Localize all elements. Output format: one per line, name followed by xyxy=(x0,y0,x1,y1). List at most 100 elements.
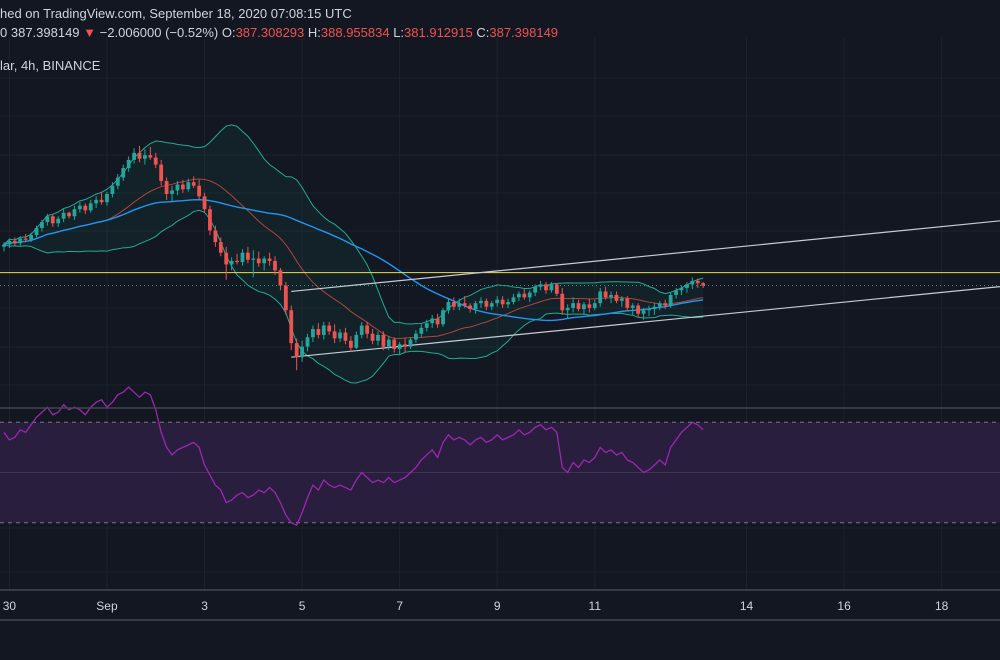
candle-body xyxy=(229,260,234,265)
candle-body xyxy=(343,332,348,341)
candle-body xyxy=(430,318,435,324)
symbol-title: lar, 4h, BINANCE xyxy=(0,58,100,73)
bollinger-basis xyxy=(3,178,704,340)
high-label: H: xyxy=(307,25,321,40)
candle xyxy=(614,291,619,304)
candle xyxy=(549,282,554,293)
x-tick-label: 7 xyxy=(396,599,403,613)
candle xyxy=(2,242,6,252)
candle-body xyxy=(414,333,418,340)
candle-body xyxy=(88,203,93,211)
candle xyxy=(657,300,662,311)
symbol-text: lar, 4h, BINANCE xyxy=(0,58,101,73)
candle-body xyxy=(695,280,700,284)
candle xyxy=(34,225,39,238)
candle xyxy=(316,323,321,339)
candle-body xyxy=(603,291,608,298)
candle-body xyxy=(23,238,28,240)
candle-body xyxy=(50,216,55,224)
candles[interactable] xyxy=(2,145,706,371)
candle-body xyxy=(500,299,505,305)
candle-body xyxy=(663,303,668,306)
rsi-pane xyxy=(0,386,1000,527)
candle xyxy=(153,152,158,169)
candle-body xyxy=(630,305,635,308)
low-label: L: xyxy=(393,25,405,40)
candle-body xyxy=(316,329,321,335)
x-tick-label: 14 xyxy=(740,599,754,613)
published-caption: hed on TradingView.com, September 18, 20… xyxy=(0,6,352,21)
candle xyxy=(544,282,548,294)
candle-body xyxy=(527,292,532,298)
candle xyxy=(83,203,88,214)
candle-body xyxy=(29,235,33,240)
candle xyxy=(202,192,207,213)
candle-body xyxy=(94,199,99,204)
candle xyxy=(484,298,489,311)
candle xyxy=(240,249,245,266)
candle xyxy=(72,205,77,220)
candle-body xyxy=(538,284,543,287)
candle-body xyxy=(619,298,624,301)
candle xyxy=(115,173,120,190)
candle-body xyxy=(679,287,684,291)
candle xyxy=(435,313,440,328)
candle xyxy=(137,145,142,163)
x-tick-label: 3 xyxy=(201,599,208,613)
candle xyxy=(321,321,326,340)
close-value: 387.398149 xyxy=(489,25,559,40)
candle-body xyxy=(72,209,77,217)
last-value: 387.398149 xyxy=(10,25,80,40)
candle xyxy=(175,181,180,196)
candle xyxy=(376,331,380,346)
candle xyxy=(348,336,353,352)
candle-body xyxy=(495,299,500,304)
candle-body xyxy=(45,216,50,223)
open-value: 387.308293 xyxy=(235,25,305,40)
candle xyxy=(408,337,413,349)
candle xyxy=(652,303,657,315)
candle-body xyxy=(143,155,147,159)
candle xyxy=(29,232,33,243)
candle-body xyxy=(321,325,326,335)
candle-body xyxy=(484,300,489,307)
candle xyxy=(300,340,304,362)
candle xyxy=(685,282,689,293)
candle-body xyxy=(83,205,88,211)
candle-body xyxy=(105,193,109,203)
candle xyxy=(99,191,104,205)
candle xyxy=(603,286,608,300)
x-tick-label: 18 xyxy=(935,599,949,613)
candle-body xyxy=(652,306,657,310)
candle xyxy=(386,336,391,351)
bollinger-lower xyxy=(3,209,704,384)
candle xyxy=(625,296,630,312)
candle-body xyxy=(587,304,592,308)
candle xyxy=(451,297,456,311)
candle-body xyxy=(359,325,364,335)
candle-body xyxy=(522,293,527,298)
candle xyxy=(571,297,575,313)
candle-body xyxy=(224,252,229,265)
candle-body xyxy=(636,305,641,314)
candle xyxy=(294,338,299,371)
candle-body xyxy=(289,310,294,344)
candle-body xyxy=(218,242,223,253)
candle xyxy=(67,211,71,219)
candle-body xyxy=(386,339,391,347)
candle xyxy=(332,324,337,344)
candle xyxy=(701,282,706,288)
candle xyxy=(283,282,288,315)
candle-body xyxy=(348,340,353,348)
candle-body xyxy=(170,190,174,194)
candle xyxy=(224,246,229,280)
candle xyxy=(256,251,261,267)
candle-body xyxy=(582,304,586,310)
candle xyxy=(50,215,55,227)
candle xyxy=(126,156,131,172)
candle-body xyxy=(365,325,370,334)
candle xyxy=(690,277,695,290)
candle-body xyxy=(657,303,662,307)
candle xyxy=(511,293,516,305)
